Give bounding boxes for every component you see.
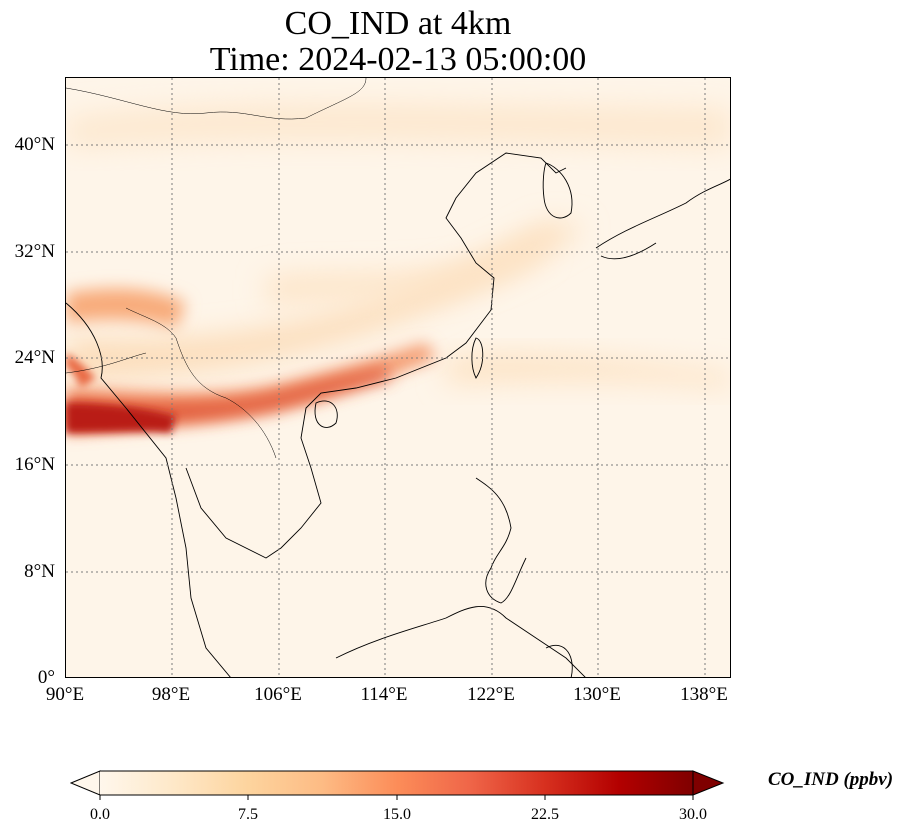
lon-tick-label: 114°E [360, 684, 408, 705]
lon-tick-label: 98°E [151, 684, 191, 705]
coastlines [66, 152, 730, 677]
colorbar-extend-min [70, 770, 101, 796]
lat-tick-label: 24°N [14, 347, 55, 368]
coastline-borneo [335, 606, 586, 677]
border-mongolia [66, 78, 367, 120]
colorbar-gradient [100, 771, 693, 795]
colorbar-extend-max [692, 770, 725, 796]
lat-tick-label: 8°N [24, 561, 55, 582]
coastline-taiwan [471, 337, 484, 379]
colorbar-tick-label: 15.0 [383, 806, 411, 823]
lat-tick-label: 0° [37, 667, 55, 688]
coastline-korea [542, 162, 573, 219]
colorbar-tick-label: 0.0 [90, 806, 110, 823]
map-canvas [66, 78, 730, 677]
map-timestamp: Time: 2024-02-13 05:00:00 [209, 41, 587, 78]
lat-tick-label: 16°N [14, 454, 55, 475]
coastline-mindanao-south [545, 644, 573, 677]
lat-tick-label: 40°N [14, 134, 55, 155]
plume-central [266, 238, 546, 303]
map-panel [65, 77, 731, 678]
plume-pacific [446, 354, 730, 388]
lon-tick-label: 90°E [45, 684, 85, 705]
lat-tick-label: 32°N [14, 241, 55, 262]
coastline-hainan [314, 400, 338, 428]
lon-tick-label: 138°E [680, 684, 728, 705]
plume-eastern-china [66, 223, 586, 378]
map-title: CO_IND at 4km [284, 5, 512, 42]
coastline-philippines [475, 477, 527, 604]
coastline-china-indochina [185, 152, 567, 559]
coastline-myanmar-malay [66, 302, 231, 677]
colorbar-ticks [99, 795, 694, 800]
lon-tick-label: 122°E [467, 684, 515, 705]
gridlines [66, 78, 730, 677]
lon-tick-label: 106°E [254, 684, 302, 705]
plume-north [66, 103, 730, 148]
lon-tick-label: 130°E [573, 684, 621, 705]
plume-hotspot [66, 403, 176, 433]
border-indochina [125, 307, 277, 459]
colorbar-tick-label: 30.0 [679, 806, 707, 823]
coastline-japan [595, 178, 730, 260]
colorbar-tick-label: 22.5 [531, 806, 559, 823]
colorbar-label: CO_IND (ppbv) [768, 769, 894, 790]
country-borders [66, 78, 367, 459]
colorbar-tick-label: 7.5 [238, 806, 258, 823]
colorbar [70, 770, 725, 800]
border-himalaya [66, 352, 147, 374]
